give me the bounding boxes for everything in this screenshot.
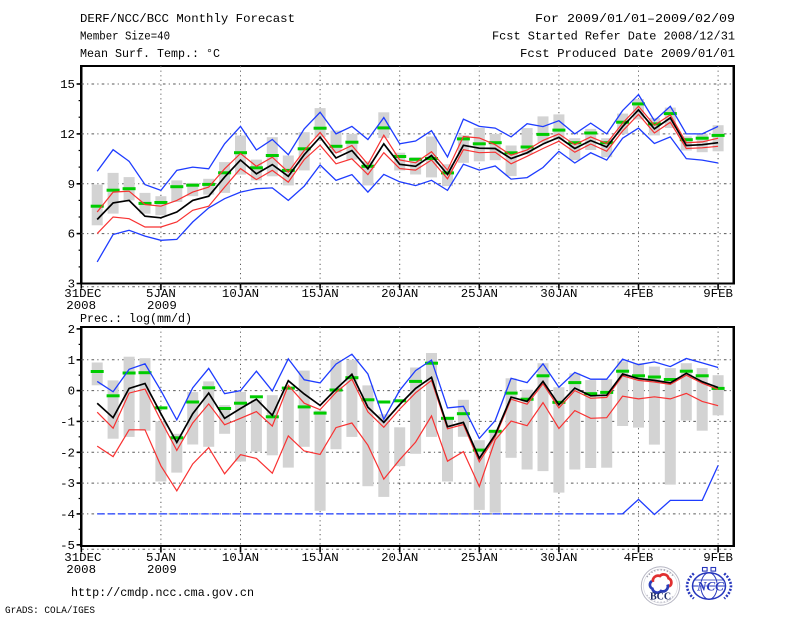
svg-text:-3: -3	[60, 477, 75, 491]
svg-text:2009: 2009	[147, 563, 177, 577]
svg-text:2: 2	[68, 323, 75, 337]
svg-text:15JAN: 15JAN	[302, 287, 339, 301]
svg-text:9: 9	[68, 178, 75, 192]
svg-text:9FEB: 9FEB	[703, 287, 733, 301]
svg-text:10JAN: 10JAN	[222, 287, 259, 301]
svg-text:30JAN: 30JAN	[540, 287, 577, 301]
svg-text:Member Size=40: Member Size=40	[80, 30, 170, 44]
svg-text:31DEC: 31DEC	[64, 551, 101, 565]
svg-text:15: 15	[60, 78, 75, 92]
svg-text:1: 1	[68, 354, 75, 368]
svg-text:For 2009/01/01–2009/02/09: For 2009/01/01–2009/02/09	[535, 12, 735, 26]
svg-text:25JAN: 25JAN	[461, 551, 498, 565]
svg-text:2008: 2008	[66, 563, 96, 577]
svg-text:Mean Surf. Temp.: °C: Mean Surf. Temp.: °C	[80, 47, 220, 61]
svg-text:-4: -4	[60, 508, 75, 522]
svg-text:3: 3	[68, 278, 75, 292]
svg-text:30JAN: 30JAN	[540, 551, 577, 565]
svg-text:-5: -5	[60, 539, 75, 553]
svg-text:-1: -1	[60, 415, 75, 429]
svg-text:20JAN: 20JAN	[381, 287, 418, 301]
svg-text:15JAN: 15JAN	[302, 551, 339, 565]
svg-text:Fcst Started Refer Date 2008/1: Fcst Started Refer Date 2008/12/31	[492, 30, 735, 44]
svg-text:-2: -2	[60, 446, 75, 460]
svg-text:9FEB: 9FEB	[703, 551, 733, 565]
svg-text:DERF/NCC/BCC Monthly Forecast: DERF/NCC/BCC Monthly Forecast	[80, 12, 295, 26]
svg-text:NCC: NCC	[696, 579, 724, 594]
svg-text:BCC: BCC	[650, 592, 671, 603]
svg-text:10JAN: 10JAN	[222, 551, 259, 565]
svg-text:0: 0	[68, 385, 75, 399]
svg-text:GrADS: COLA/IGES: GrADS: COLA/IGES	[5, 605, 95, 616]
svg-text:6: 6	[68, 228, 75, 242]
svg-text:4FEB: 4FEB	[624, 551, 654, 565]
svg-text:Prec.: log(mm/d): Prec.: log(mm/d)	[80, 312, 192, 326]
svg-text:2009: 2009	[147, 299, 177, 313]
svg-text:5JAN: 5JAN	[146, 287, 176, 301]
svg-text:http://cmdp.ncc.cma.gov.cn: http://cmdp.ncc.cma.gov.cn	[71, 586, 254, 600]
svg-text:31DEC: 31DEC	[64, 287, 101, 301]
svg-text:2008: 2008	[66, 299, 96, 313]
svg-text:4FEB: 4FEB	[624, 287, 654, 301]
svg-text:Fcst Produced Date 2009/01/01: Fcst Produced Date 2009/01/01	[520, 47, 735, 61]
svg-text:5JAN: 5JAN	[146, 551, 176, 565]
svg-text:25JAN: 25JAN	[461, 287, 498, 301]
svg-text:20JAN: 20JAN	[381, 551, 418, 565]
svg-text:12: 12	[60, 128, 75, 142]
